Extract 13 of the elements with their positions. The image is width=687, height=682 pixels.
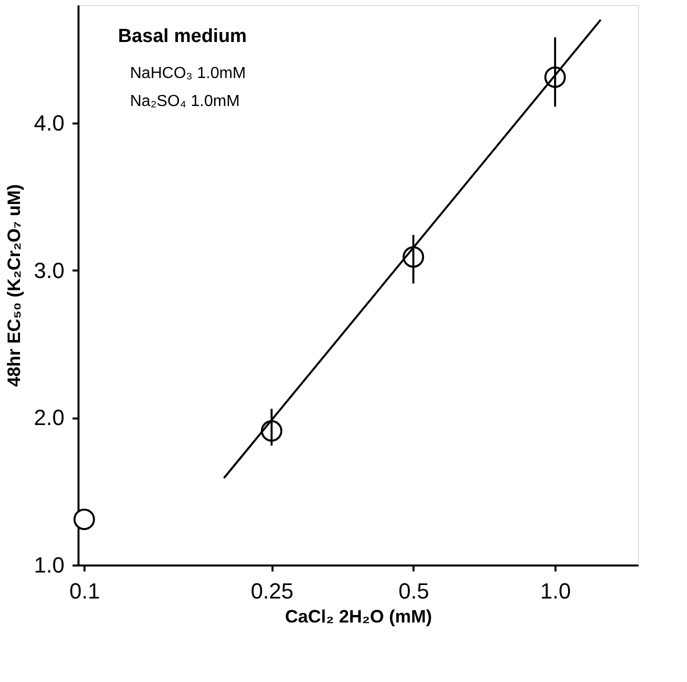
annotation: Na₂SO₄ 1.0mM: [130, 93, 240, 110]
y-tick-label: 2.0: [34, 405, 64, 430]
y-tick-label: 1.0: [34, 552, 64, 578]
x-tick-label: 0.5: [398, 578, 430, 604]
x-axis-title: CaCl₂ 2H₂O (mM): [284, 606, 432, 626]
annotation: NaHCO₃ 1.0mM: [130, 65, 246, 82]
x-tick-label: 0.1: [69, 578, 100, 604]
x-tick-label: 0.25: [250, 578, 294, 604]
annotation: Basal medium: [118, 26, 247, 47]
x-tick-label: 1.0: [540, 578, 571, 604]
y-tick-label: 3.0: [34, 258, 64, 283]
y-tick-label: 4.0: [34, 110, 64, 136]
y-axis-title: 48hr EC₅₀ (K₂Cr₂O₇ uM): [4, 184, 24, 387]
